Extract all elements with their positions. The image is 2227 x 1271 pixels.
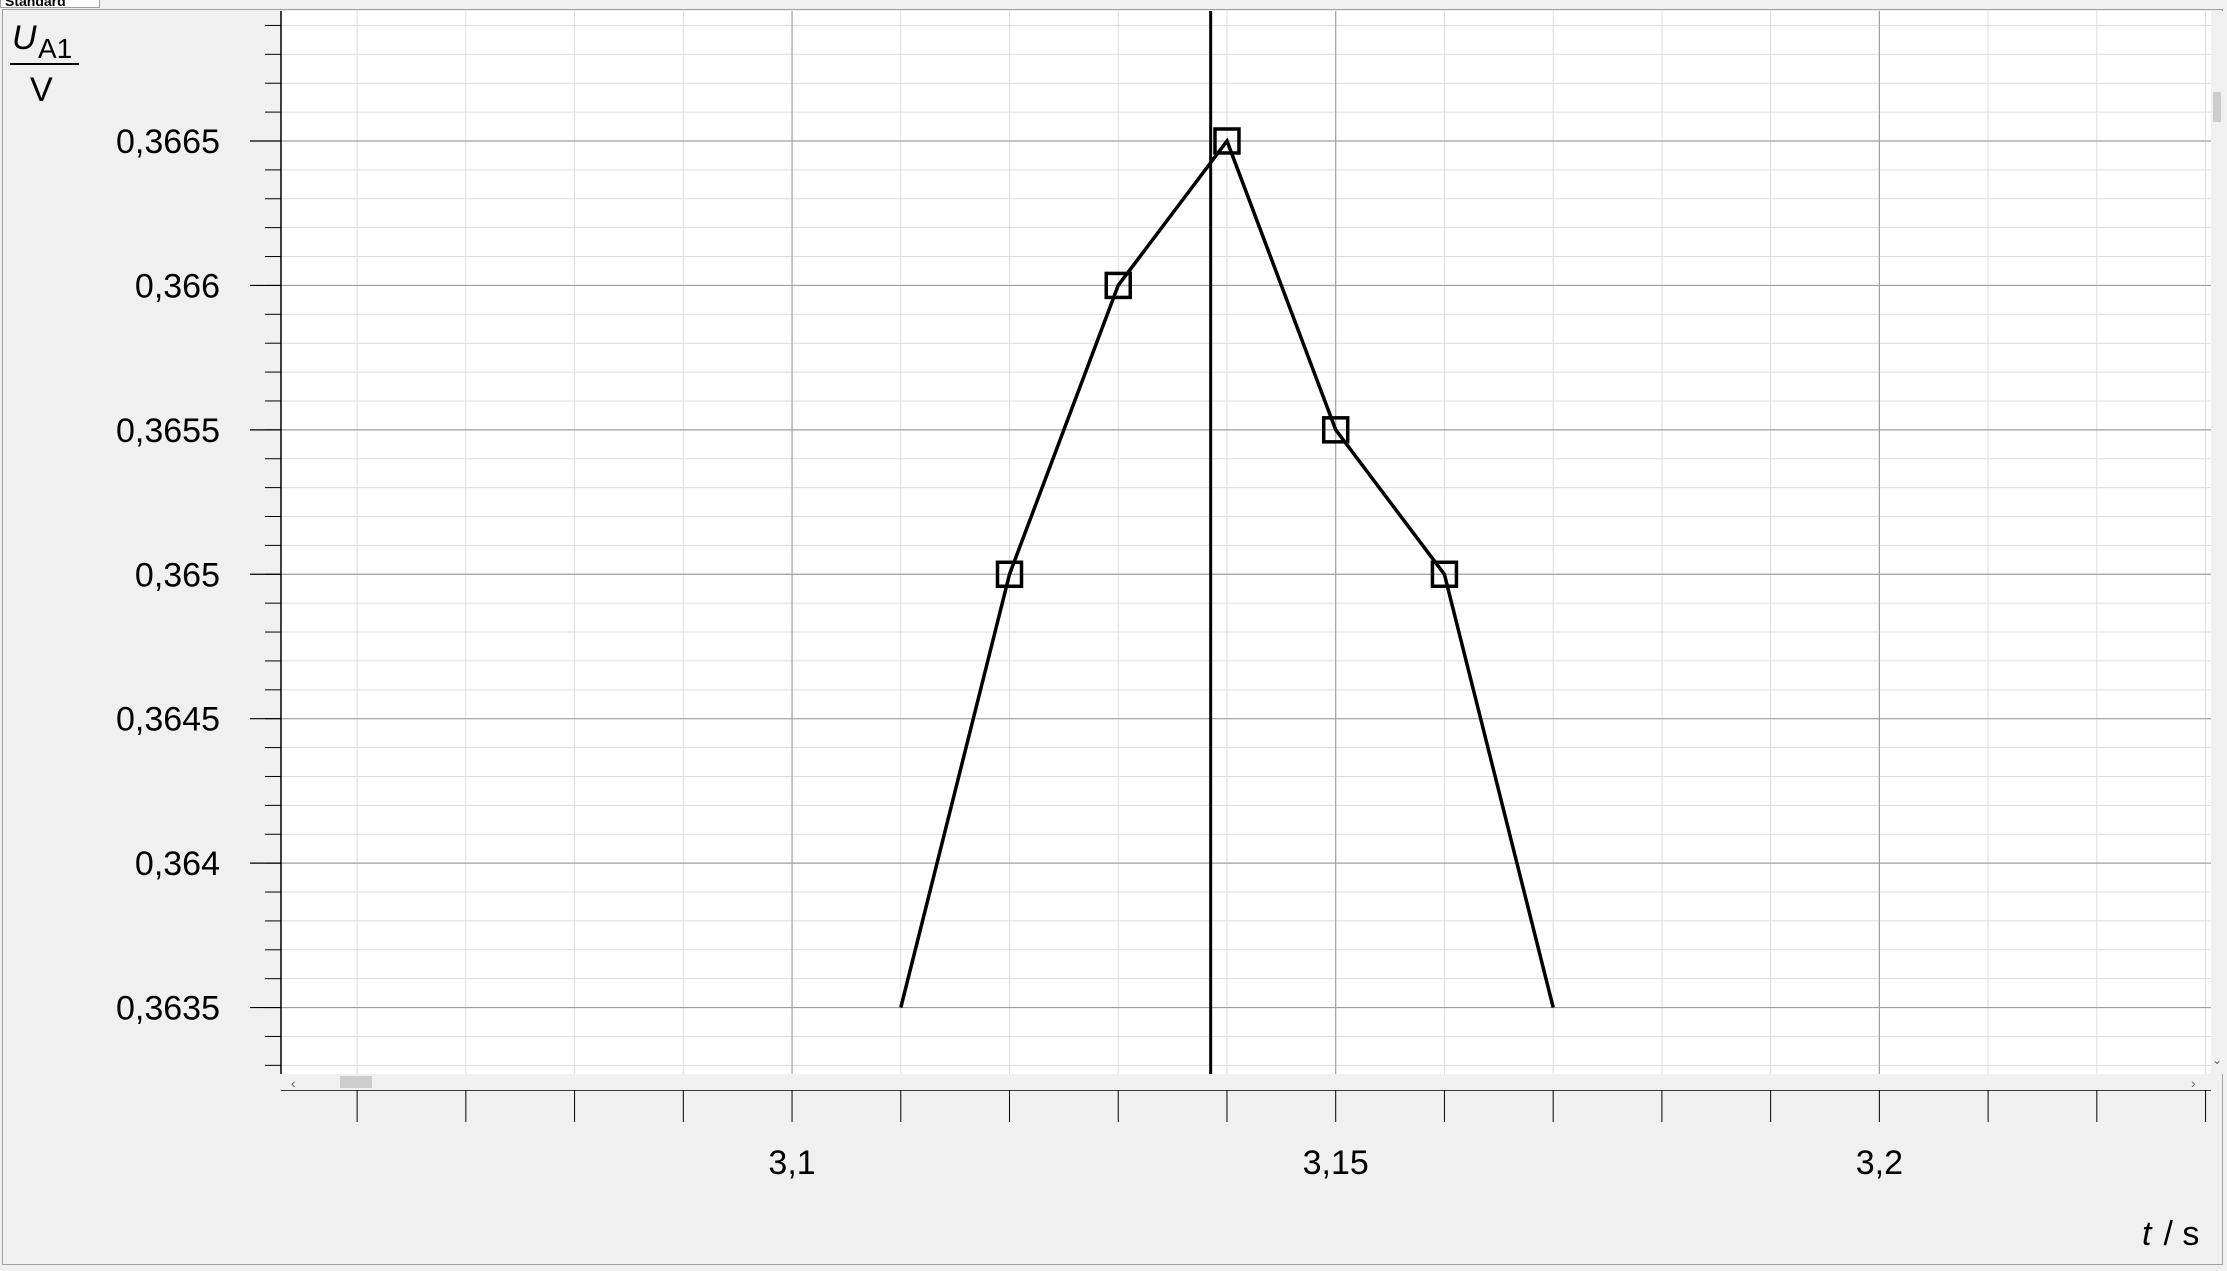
x-tick-label: 3,15: [1303, 1144, 1369, 1182]
series-line: [899, 137, 1555, 1009]
data-point-marker: [1104, 271, 1132, 300]
data-point-marker: [1430, 560, 1459, 589]
y-tick-label: 0,3655: [116, 412, 220, 450]
data-point-marker: [1321, 416, 1350, 444]
horizontal-scroll-thumb[interactable]: [340, 1076, 372, 1088]
vertical-scroll-thumb[interactable]: [2213, 92, 2221, 122]
x-axis: 3,1 3,15 3,2: [281, 1089, 2211, 1182]
tab-standard[interactable]: Standard: [0, 0, 100, 8]
x-tick-label: 3,1: [768, 1144, 815, 1182]
x-label-symbol: t: [2142, 1215, 2153, 1253]
series-group: [899, 127, 1555, 1009]
y-axis: 0,3635 0,364 0,3645 0,365 0,3655 0,366 0,3665: [116, 11, 282, 1074]
horizontal-scrollbar[interactable]: [281, 1074, 2211, 1090]
y-tick-label: 0,3665: [116, 123, 220, 161]
scroll-down-icon[interactable]: ⌄: [2212, 1053, 2222, 1067]
plot-area: [281, 11, 2211, 1074]
y-tick-label: 0,365: [135, 556, 220, 594]
data-point-marker: [995, 560, 1024, 589]
scroll-right-icon[interactable]: ›: [2191, 1075, 2196, 1091]
y-axis-label: U A1 V: [10, 19, 79, 109]
y-label-subscript: A1: [38, 33, 72, 64]
y-tick-label: 0,364: [135, 845, 220, 883]
x-tick-label: 3,2: [1856, 1144, 1903, 1182]
y-label-symbol: U: [12, 19, 37, 57]
x-label-unit: / s: [2154, 1215, 2199, 1253]
y-label-unit: V: [30, 71, 53, 109]
x-axis-label: t / s: [2142, 1215, 2199, 1253]
data-point-marker: [1213, 127, 1241, 155]
vertical-scrollbar[interactable]: [2211, 11, 2223, 1074]
y-tick-label: 0,3645: [116, 701, 220, 739]
scroll-left-icon[interactable]: ‹: [291, 1075, 296, 1091]
y-tick-label: 0,366: [135, 267, 220, 305]
major-grid: [281, 11, 2211, 1074]
y-tick-label: 0,3635: [116, 990, 220, 1028]
